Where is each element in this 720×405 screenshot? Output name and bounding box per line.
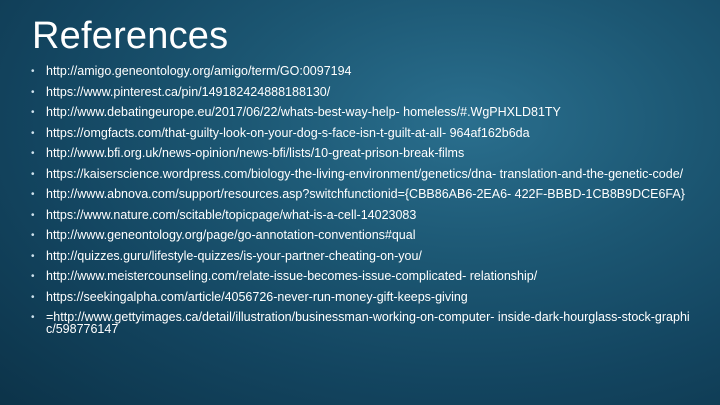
reference-link[interactable]: =http://www.gettyimages.ca/detail/illust…: [46, 310, 690, 336]
reference-link[interactable]: http://www.meistercounseling.com/relate-…: [46, 269, 538, 283]
bullet-icon: •: [31, 148, 35, 159]
reference-link[interactable]: http://www.abnova.com/support/resources.…: [46, 187, 685, 201]
reference-item: • http://amigo.geneontology.org/amigo/te…: [30, 64, 690, 78]
bullet-icon: •: [31, 66, 35, 77]
reference-link[interactable]: https://omgfacts.com/that-guilty-look-on…: [46, 125, 530, 140]
reference-link[interactable]: https://www.nature.com/scitable/topicpag…: [46, 207, 417, 222]
reference-item: • http://www.debatingeurope.eu/2017/06/2…: [30, 105, 690, 119]
bullet-icon: •: [31, 189, 35, 200]
reference-item: • https://kaiserscience.wordpress.com/bi…: [30, 166, 690, 181]
reference-item: • https://omgfacts.com/that-guilty-look-…: [30, 125, 690, 140]
bullet-icon: •: [31, 271, 35, 282]
reference-link[interactable]: http://amigo.geneontology.org/amigo/term…: [46, 64, 352, 78]
bullet-icon: •: [31, 86, 35, 98]
reference-link[interactable]: https://kaiserscience.wordpress.com/biol…: [46, 166, 684, 181]
reference-link[interactable]: http://www.geneontology.org/page/go-anno…: [46, 228, 416, 242]
bullet-icon: •: [31, 209, 35, 221]
bullet-icon: •: [31, 291, 35, 303]
bullet-icon: •: [31, 250, 35, 262]
reference-item: • https://www.nature.com/scitable/topicp…: [30, 207, 690, 222]
reference-item: • =http://www.gettyimages.ca/detail/illu…: [30, 310, 690, 336]
reference-item: • http://www.bfi.org.uk/news-opinion/new…: [30, 146, 690, 160]
reference-item: • https://www.pinterest.ca/pin/149182424…: [30, 84, 690, 99]
slide-title: References: [32, 15, 229, 57]
reference-item: • https://seekingalpha.com/article/40567…: [30, 289, 690, 304]
reference-item: • http://www.meistercounseling.com/relat…: [30, 269, 690, 283]
bullet-icon: •: [31, 230, 35, 241]
reference-link[interactable]: https://seekingalpha.com/article/4056726…: [46, 289, 468, 304]
bullet-icon: •: [31, 312, 35, 323]
reference-link[interactable]: http://quizzes.guru/lifestyle-quizzes/is…: [46, 248, 422, 263]
reference-link[interactable]: http://www.debatingeurope.eu/2017/06/22/…: [46, 105, 561, 119]
reference-link[interactable]: https://www.pinterest.ca/pin/14918242488…: [46, 84, 331, 99]
bullet-icon: •: [31, 107, 35, 118]
bullet-icon: •: [31, 168, 35, 180]
references-list: • http://amigo.geneontology.org/amigo/te…: [30, 64, 690, 344]
reference-item: • http://quizzes.guru/lifestyle-quizzes/…: [30, 248, 690, 263]
reference-link[interactable]: http://www.bfi.org.uk/news-opinion/news-…: [46, 146, 465, 160]
bullet-icon: •: [31, 127, 35, 139]
reference-item: • http://www.geneontology.org/page/go-an…: [30, 228, 690, 242]
reference-item: • http://www.abnova.com/support/resource…: [30, 187, 690, 201]
